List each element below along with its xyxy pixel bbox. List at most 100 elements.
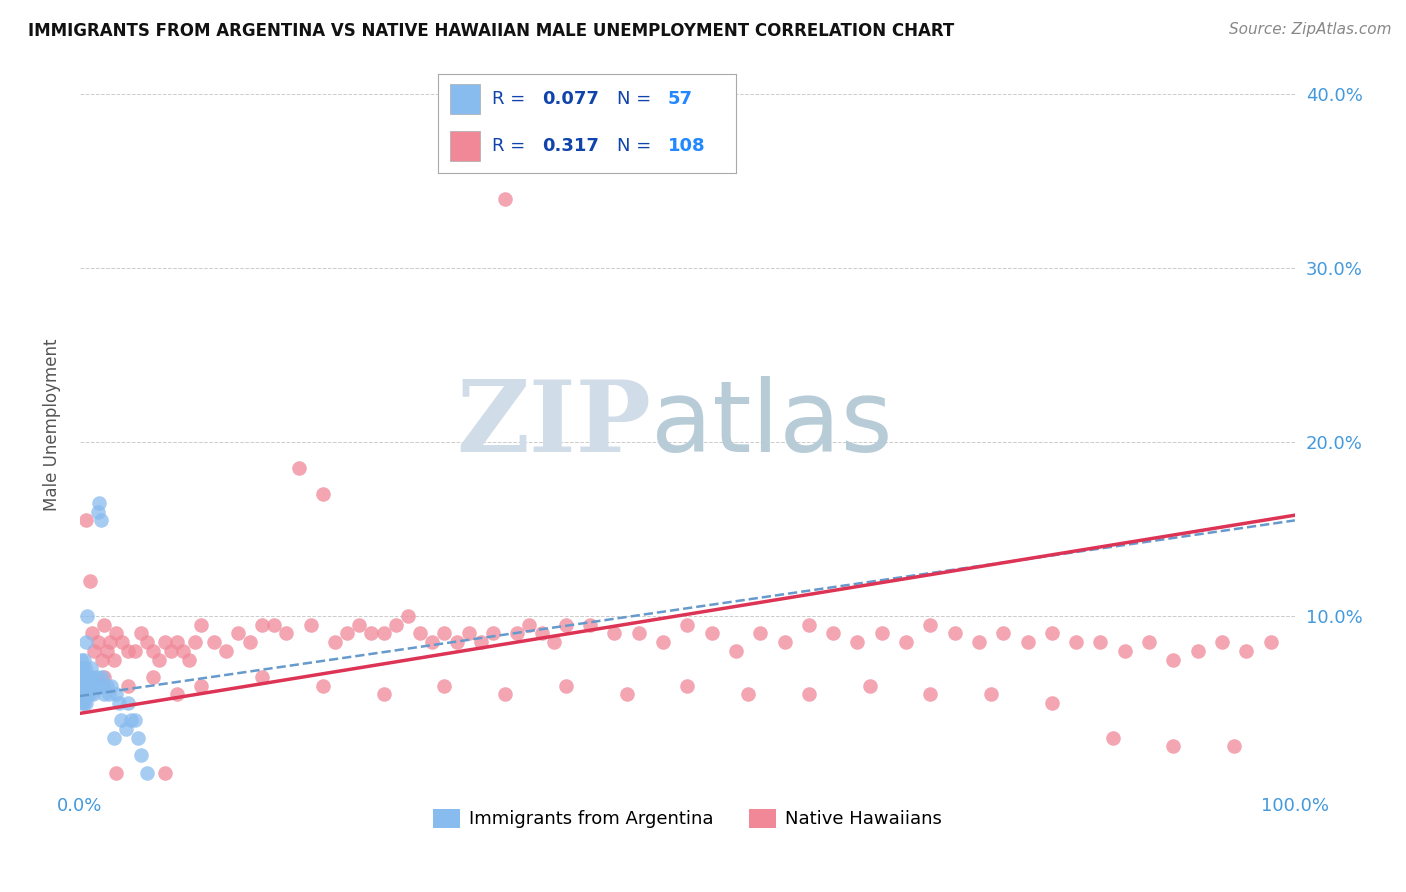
Point: [70, 661, 93, 675]
Point: [215, 644, 238, 658]
Point: [446, 635, 468, 649]
Point: [72, 652, 94, 666]
Point: [373, 626, 395, 640]
Point: [72, 696, 94, 710]
Point: [652, 635, 675, 649]
Point: [80, 661, 103, 675]
Point: [124, 644, 146, 658]
Point: [920, 687, 942, 701]
Point: [967, 635, 990, 649]
Point: [120, 714, 142, 728]
Point: [96, 679, 118, 693]
Text: ZIP: ZIP: [456, 376, 651, 474]
Point: [76, 670, 98, 684]
Point: [312, 487, 335, 501]
Point: [1211, 635, 1233, 649]
Point: [87, 505, 110, 519]
Point: [100, 679, 122, 693]
Point: [190, 617, 212, 632]
Text: IMMIGRANTS FROM ARGENTINA VS NATIVE HAWAIIAN MALE UNEMPLOYMENT CORRELATION CHART: IMMIGRANTS FROM ARGENTINA VS NATIVE HAWA…: [28, 22, 955, 40]
Point: [166, 635, 188, 649]
Point: [129, 748, 152, 763]
Point: [1040, 626, 1063, 640]
Point: [75, 635, 97, 649]
Point: [870, 626, 893, 640]
Point: [135, 635, 157, 649]
Point: [103, 731, 125, 745]
Point: [70, 670, 93, 684]
Point: [83, 644, 105, 658]
Point: [846, 635, 869, 649]
Point: [287, 461, 309, 475]
Point: [202, 635, 225, 649]
Point: [105, 626, 128, 640]
Point: [384, 617, 406, 632]
Point: [494, 192, 516, 206]
Point: [89, 496, 111, 510]
Point: [70, 679, 93, 693]
Point: [127, 731, 149, 745]
Point: [77, 679, 100, 693]
Point: [190, 679, 212, 693]
Point: [73, 687, 96, 701]
Point: [700, 626, 723, 640]
Point: [396, 609, 419, 624]
Point: [920, 617, 942, 632]
Point: [80, 626, 103, 640]
Point: [749, 626, 772, 640]
Point: [1187, 644, 1209, 658]
Point: [79, 670, 101, 684]
Point: [115, 722, 138, 736]
Point: [153, 635, 176, 649]
Point: [276, 626, 298, 640]
Point: [93, 670, 115, 684]
Point: [1101, 731, 1123, 745]
Point: [124, 714, 146, 728]
Point: [129, 626, 152, 640]
Point: [737, 687, 759, 701]
Point: [72, 679, 94, 693]
Point: [91, 679, 114, 693]
Point: [93, 687, 115, 701]
Point: [107, 696, 129, 710]
Y-axis label: Male Unemployment: Male Unemployment: [44, 338, 60, 511]
Point: [86, 670, 108, 684]
Point: [70, 670, 93, 684]
Point: [433, 626, 456, 640]
Point: [90, 670, 112, 684]
Point: [160, 644, 183, 658]
Point: [676, 679, 699, 693]
Point: [420, 635, 443, 649]
Point: [603, 626, 626, 640]
Point: [1064, 635, 1087, 649]
Legend: Immigrants from Argentina, Native Hawaiians: Immigrants from Argentina, Native Hawaii…: [425, 802, 949, 836]
Point: [894, 635, 917, 649]
Point: [135, 765, 157, 780]
Point: [239, 635, 262, 649]
Point: [117, 644, 139, 658]
Point: [76, 687, 98, 701]
Point: [77, 670, 100, 684]
Point: [105, 687, 128, 701]
Point: [250, 617, 273, 632]
Point: [1114, 644, 1136, 658]
Point: [70, 652, 93, 666]
Point: [103, 652, 125, 666]
Point: [433, 679, 456, 693]
Point: [153, 765, 176, 780]
Point: [72, 679, 94, 693]
Point: [336, 626, 359, 640]
Point: [98, 687, 121, 701]
Point: [226, 626, 249, 640]
Point: [823, 626, 845, 640]
Point: [79, 574, 101, 589]
Point: [554, 679, 576, 693]
Point: [184, 635, 207, 649]
Point: [470, 635, 492, 649]
Point: [117, 679, 139, 693]
Point: [142, 644, 165, 658]
Point: [93, 617, 115, 632]
Point: [83, 679, 105, 693]
Point: [96, 644, 118, 658]
Point: [943, 626, 966, 640]
